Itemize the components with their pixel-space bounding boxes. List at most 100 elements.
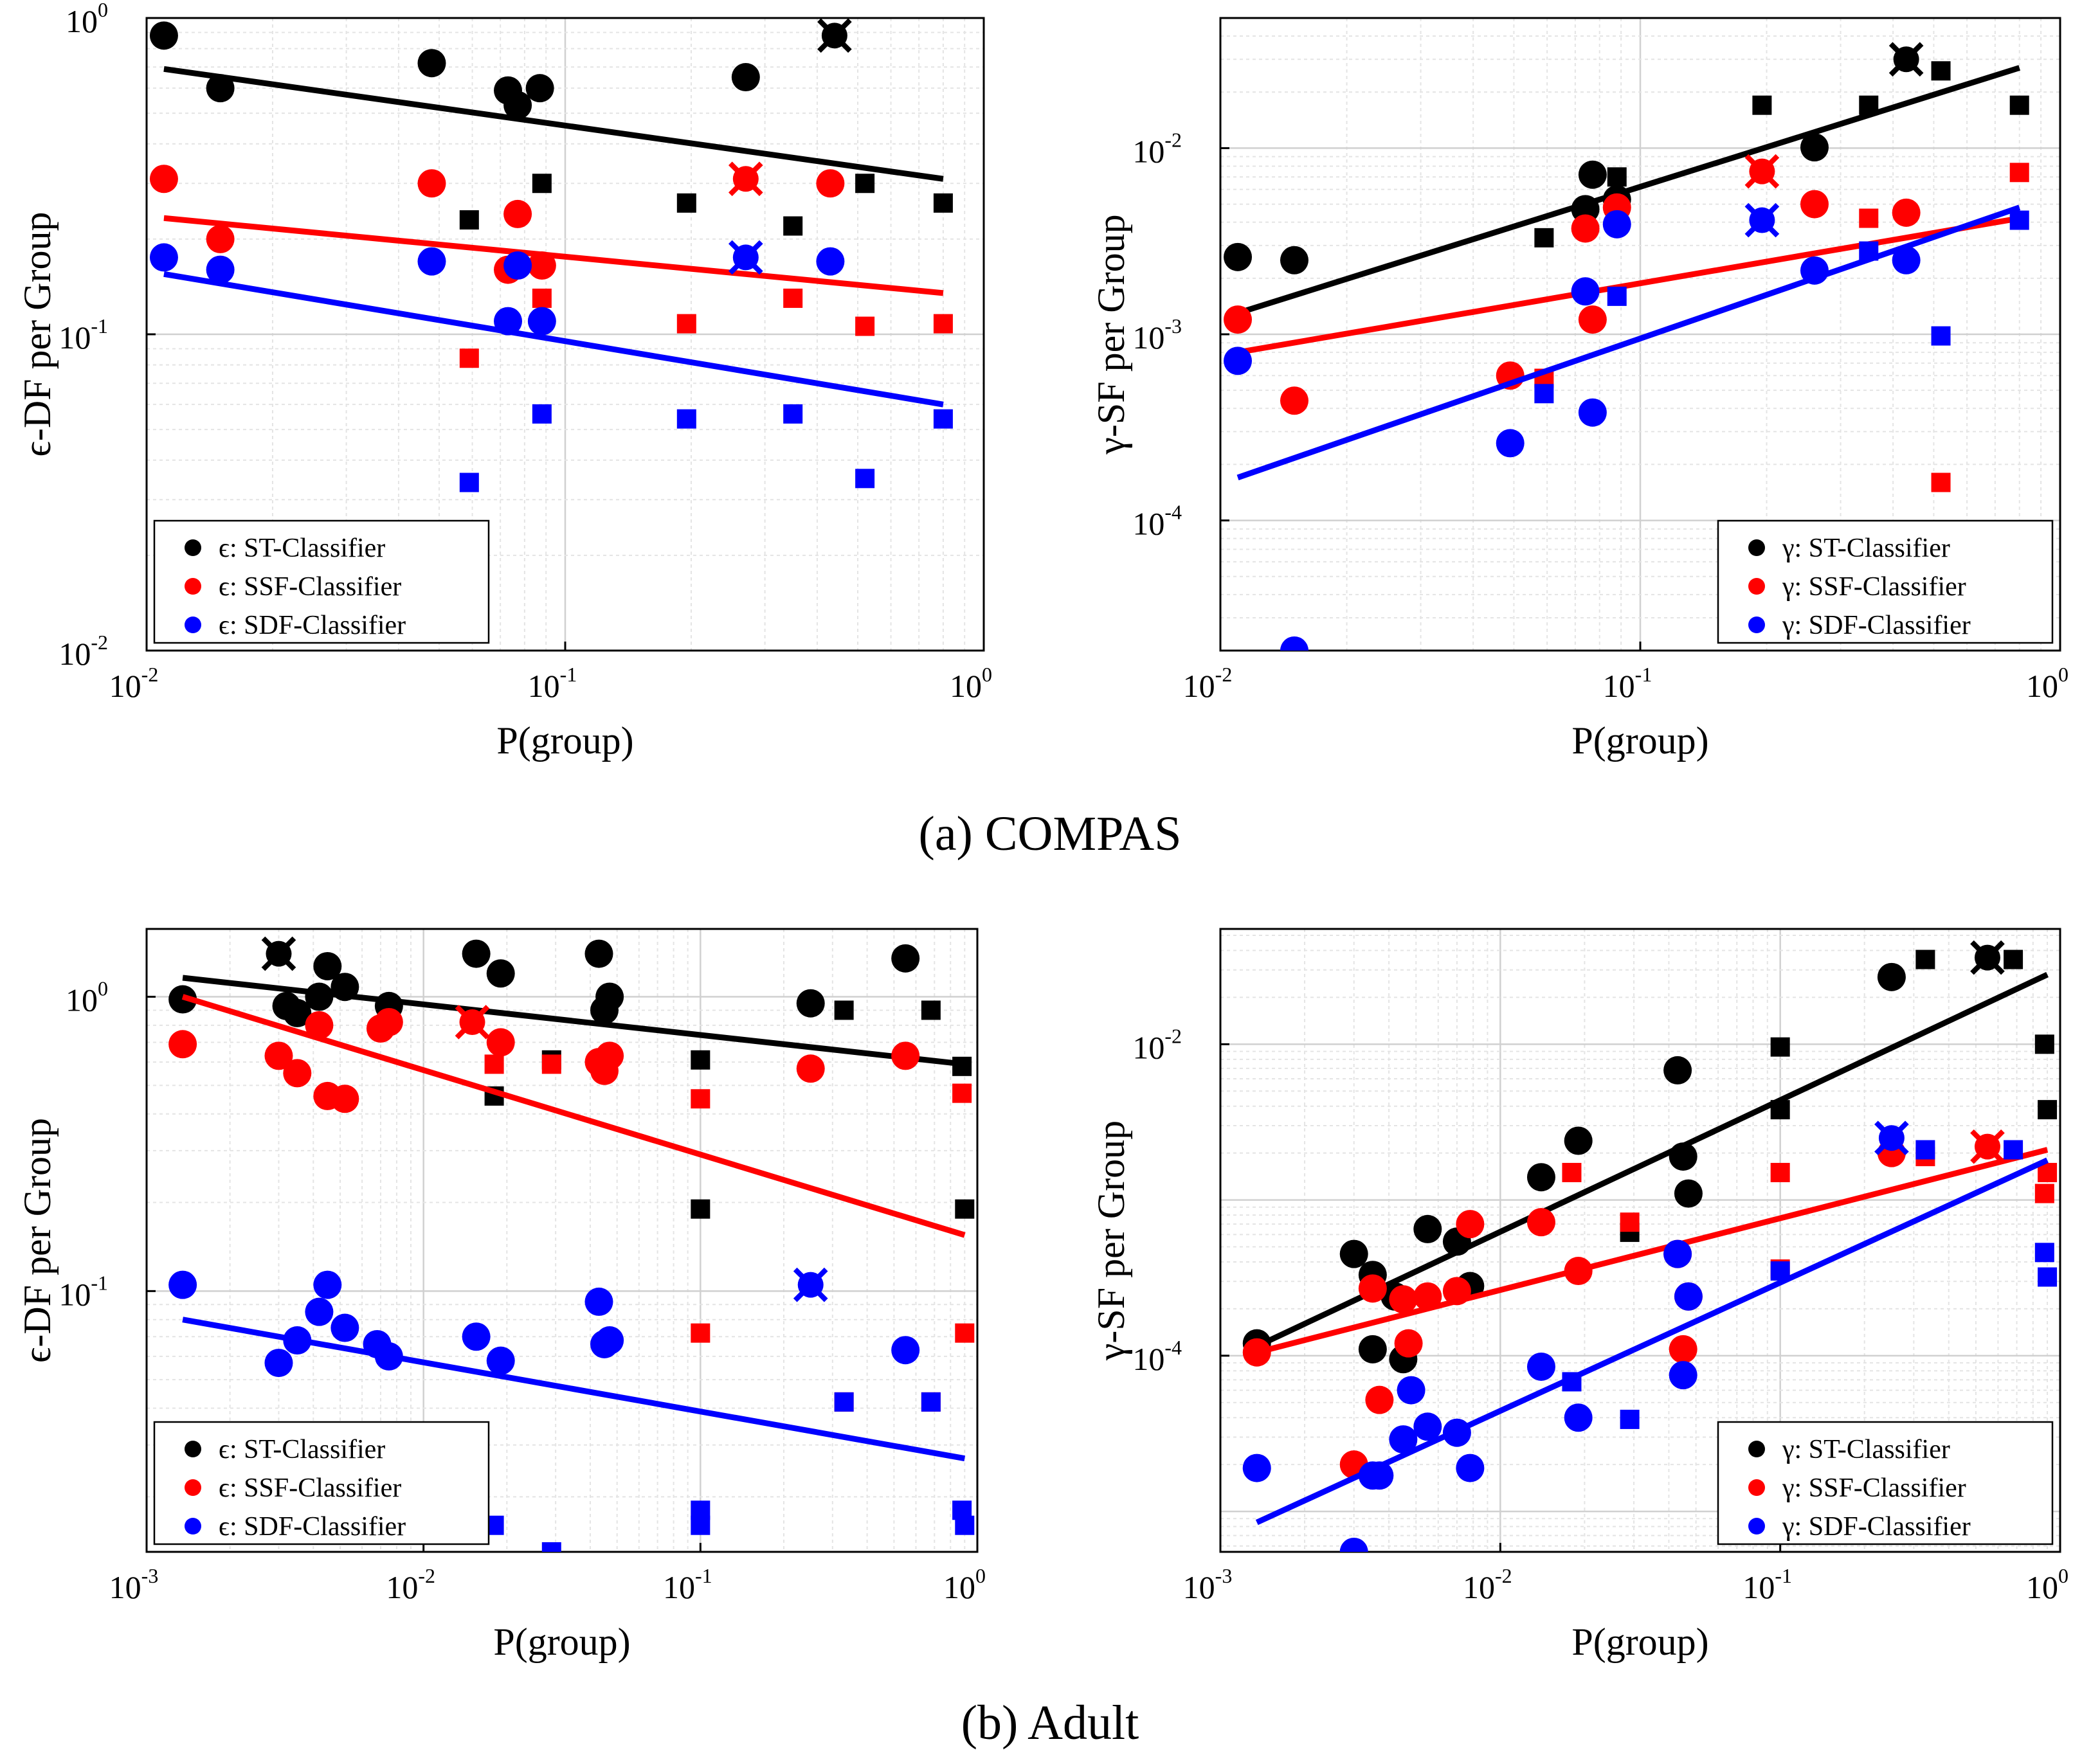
sdf-square-point	[532, 404, 552, 424]
x-tick-label-exp: 0	[982, 663, 992, 686]
ssf-circle-point	[283, 1059, 312, 1088]
plot-frame	[145, 928, 979, 1553]
legend-marker-st	[1748, 1441, 1765, 1457]
st-square-point	[2009, 95, 2029, 115]
ssf-square-point	[676, 314, 696, 334]
x-axis-label: P(group)	[496, 719, 633, 762]
sdf-square-point	[691, 1515, 711, 1535]
ssf-circle-point	[1571, 214, 1600, 243]
sdf-square-point	[855, 469, 875, 489]
ssf-circle-point	[1389, 1285, 1418, 1314]
sdf-circle-point	[1578, 398, 1607, 427]
legend-label-sdf: ϵ: SDF-Classifier	[219, 1512, 406, 1542]
x-tick-label-base: 10	[663, 1569, 695, 1605]
ssf-circle-point	[330, 1084, 359, 1113]
ssf-circle-point	[486, 1028, 515, 1057]
ssf-circle-point	[1578, 305, 1607, 334]
y-tick-label-base: 10	[59, 636, 91, 672]
x-tick-label-base: 10	[1603, 668, 1635, 704]
legend-box	[1717, 1421, 2054, 1545]
st-square-point	[691, 1050, 711, 1070]
legend-label-ssf: γ: SSF-Classifier	[1782, 1473, 1966, 1503]
sdf-square-point	[541, 1542, 561, 1552]
sdf-square-point	[1534, 384, 1554, 404]
x-tick-label-base: 10	[1183, 668, 1215, 704]
x-tick-label-base: 10	[2026, 1569, 2058, 1605]
ssf-circle-point	[891, 1041, 920, 1070]
legend-box	[153, 519, 490, 644]
st-circle-point	[1413, 1214, 1442, 1243]
ssf-square-point	[1620, 1212, 1640, 1232]
sdf-circle-point	[1663, 1239, 1692, 1268]
x-tick-label-exp: -1	[695, 1564, 712, 1587]
st-circle-point	[1339, 1239, 1368, 1268]
sdf-circle-point	[264, 1349, 293, 1378]
sdf-square-point	[459, 473, 479, 492]
st-fit-line	[163, 66, 944, 182]
ssf-circle-point	[374, 1007, 403, 1036]
ssf-circle-point	[417, 169, 446, 198]
legend-label-st: ϵ: ST-Classifier	[219, 1435, 385, 1464]
x-tick-label: 100	[2026, 1564, 2068, 1605]
ssf-square-point	[933, 314, 953, 334]
x-tick-label-base: 10	[1742, 1569, 1775, 1605]
st-cross-point	[261, 936, 296, 971]
st-square-point	[1607, 167, 1627, 187]
ssf-circle-point	[1413, 1282, 1442, 1311]
x-tick-label-exp: -3	[1215, 1564, 1233, 1587]
legend-label-st: ϵ: ST-Classifier	[219, 534, 385, 563]
y-tick-label: 10-4	[1132, 501, 1182, 542]
ssf-circle-point	[503, 199, 532, 228]
st-circle-point	[1526, 1163, 1555, 1192]
sdf-circle-point	[1571, 277, 1600, 306]
x-tick-label: 10-2	[109, 663, 159, 704]
ssf-circle-point	[1365, 1385, 1394, 1414]
x-tick-label-base: 10	[109, 1569, 141, 1605]
ssf-square-point	[855, 316, 875, 336]
legend-box	[1717, 519, 2054, 644]
st-circle-point	[891, 944, 920, 973]
x-tick-label: 10-1	[528, 663, 577, 704]
st-circle-point	[731, 63, 760, 92]
ssf-square-point	[691, 1089, 711, 1109]
ssf-circle-point	[264, 1041, 293, 1070]
ssf-circle-point	[1526, 1208, 1555, 1237]
sdf-circle-point	[1892, 246, 1921, 274]
st-cross-point	[1970, 940, 2005, 975]
sdf-circle-point	[305, 1297, 334, 1326]
x-tick-label-base: 10	[528, 668, 560, 704]
plot-frame	[1219, 928, 2061, 1553]
st-square-point	[2034, 1034, 2054, 1054]
st-cross-point	[1888, 42, 1924, 77]
sdf-square-point	[933, 409, 953, 429]
legend-marker-st	[185, 1441, 201, 1457]
sdf-circle-point	[313, 1270, 342, 1299]
ssf-circle-point	[1394, 1329, 1423, 1358]
sdf-square-point	[676, 409, 696, 429]
st-square-point	[955, 1199, 975, 1219]
st-fit-line	[1236, 65, 2021, 316]
st-circle-point	[283, 998, 312, 1027]
sdf-circle-point	[816, 247, 845, 276]
y-tick-label-base: 10	[1132, 1029, 1164, 1065]
st-circle-point	[206, 74, 235, 103]
st-square-point	[1770, 1037, 1790, 1057]
x-tick-label-base: 10	[950, 668, 982, 704]
x-tick-label-exp: -2	[141, 663, 159, 686]
sdf-circle-point	[1456, 1454, 1485, 1482]
legend-label-sdf: ϵ: SDF-Classifier	[219, 611, 406, 640]
grid	[1220, 18, 2060, 651]
sdf-cross-point	[1874, 1120, 1909, 1156]
st-circle-point	[149, 21, 178, 50]
x-tick-label-base: 10	[1183, 1569, 1215, 1605]
sdf-circle-point	[891, 1336, 920, 1365]
y-tick-label-exp: -4	[1164, 1336, 1182, 1359]
st-square-point	[676, 193, 696, 213]
x-tick-label-exp: 0	[2058, 663, 2068, 686]
sdf-circle-point	[1669, 1361, 1697, 1390]
data-marks	[149, 18, 953, 492]
sdf-circle-point	[417, 247, 446, 276]
x-tick-label-base: 10	[943, 1569, 975, 1605]
